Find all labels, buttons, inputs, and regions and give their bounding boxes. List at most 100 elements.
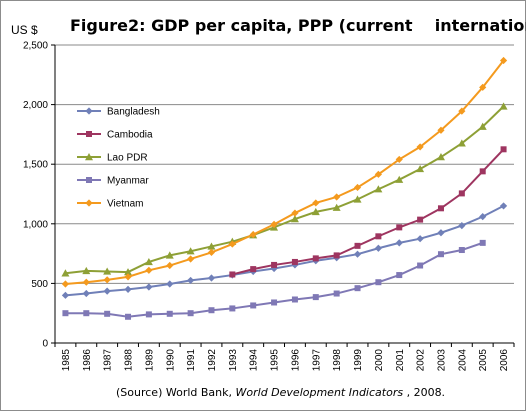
y-axis-unit-label: US $ <box>11 23 38 37</box>
data-point-cambodia <box>333 252 340 259</box>
axes <box>51 44 515 347</box>
x-tick-labels: 1985 1986 1987 1988 1989 1990 1991 1992 1993 1994… <box>61 349 510 372</box>
y-tick-label: 1,500 <box>23 160 48 171</box>
series-line-lao-pdr <box>65 105 505 275</box>
data-point-cambodia <box>271 261 278 268</box>
data-point-myanmar <box>145 311 152 318</box>
legend-label-bangladesh: Bangladesh <box>107 107 160 118</box>
data-point-myanmar <box>354 285 361 292</box>
data-point-lao-pdr <box>103 267 112 275</box>
data-point-vietnam <box>312 199 320 207</box>
data-point-cambodia <box>250 266 257 273</box>
data-point-vietnam <box>479 83 487 91</box>
data-point-bangladesh <box>187 276 195 285</box>
data-point-cambodia <box>437 205 444 212</box>
source-note-italic: World Development Indicators <box>236 386 404 399</box>
data-point-vietnam <box>228 240 236 248</box>
series-cambodia <box>229 146 507 278</box>
data-point-cambodia <box>458 190 465 197</box>
x-tick-label: 1985 <box>61 349 72 372</box>
data-point-myanmar <box>187 310 194 317</box>
data-point-bangladesh <box>499 202 508 210</box>
data-point-myanmar <box>333 290 340 297</box>
x-tick-label: 1993 <box>228 349 239 372</box>
x-tick-label: 1998 <box>332 349 343 372</box>
series-vietnam <box>61 56 508 288</box>
data-point-bangladesh <box>61 291 70 299</box>
x-tick-label: 1986 <box>82 349 93 372</box>
series-line-bangladesh <box>65 205 505 297</box>
x-tick-label: 1990 <box>165 349 176 372</box>
x-tick-label: 2006 <box>499 349 510 372</box>
data-point-vietnam <box>103 276 111 284</box>
data-point-lao-pdr <box>144 257 153 266</box>
data-point-vietnam <box>291 209 299 217</box>
data-point-vietnam <box>353 183 362 192</box>
data-point-bangladesh <box>395 239 403 247</box>
data-point-vietnam <box>270 220 278 228</box>
data-point-myanmar <box>479 239 486 246</box>
legend-item-vietnam: Vietnam <box>77 199 144 210</box>
x-tick-label: 1991 <box>186 349 197 372</box>
data-point-myanmar <box>312 294 319 301</box>
data-point-myanmar <box>396 272 403 279</box>
data-point-myanmar <box>437 251 444 258</box>
data-point-vietnam <box>416 143 424 151</box>
gridlines <box>55 44 514 284</box>
data-point-bangladesh <box>458 221 466 230</box>
data-point-cambodia <box>375 233 382 240</box>
y-tick-label: 2,000 <box>23 100 48 111</box>
legend-item-cambodia: Cambodia <box>77 130 153 141</box>
data-point-lao-pdr <box>353 195 362 203</box>
data-point-myanmar <box>208 307 215 314</box>
data-point-cambodia <box>479 168 486 175</box>
x-tick-label: 2004 <box>457 349 468 372</box>
data-point-vietnam <box>187 255 195 263</box>
data-point-cambodia <box>229 271 236 278</box>
data-point-lao-pdr <box>457 139 466 147</box>
source-note: (Source) World Bank, World Development I… <box>116 386 445 399</box>
legend: Bangladesh Cambodia Lao PDR Myanmar Vietnam <box>77 107 160 210</box>
data-point-bangladesh <box>416 235 424 243</box>
data-point-myanmar <box>458 247 465 254</box>
data-point-myanmar <box>291 296 298 303</box>
data-point-bangladesh <box>166 280 174 288</box>
data-point-bangladesh <box>82 289 90 298</box>
data-point-lao-pdr <box>290 215 299 223</box>
data-point-vietnam <box>249 230 257 239</box>
x-tick-label: 2001 <box>395 349 406 372</box>
x-tick-label: 1995 <box>270 349 281 372</box>
data-point-vietnam <box>458 107 466 115</box>
data-point-lao-pdr <box>416 164 425 173</box>
data-point-lao-pdr <box>478 122 487 130</box>
data-point-lao-pdr <box>124 268 133 276</box>
legend-label-vietnam: Vietnam <box>107 199 144 210</box>
x-tick-label: 1992 <box>207 349 218 372</box>
legend-swatch-marker <box>85 153 93 161</box>
data-point-lao-pdr <box>436 153 445 161</box>
data-point-cambodia <box>396 224 403 231</box>
x-tick-label: 1997 <box>311 349 322 372</box>
data-point-myanmar <box>417 262 424 269</box>
data-point-bangladesh <box>103 287 111 295</box>
x-tick-label: 1994 <box>249 349 260 372</box>
data-point-myanmar <box>229 305 236 312</box>
data-point-lao-pdr <box>395 175 404 183</box>
source-note-after: , 2008. <box>403 386 445 399</box>
y-tick-label: 0 <box>42 339 48 350</box>
y-tick-label: 500 <box>31 279 48 290</box>
legend-item-myanmar: Myanmar <box>77 176 149 187</box>
data-point-myanmar <box>125 313 132 320</box>
legend-label-cambodia: Cambodia <box>107 130 153 141</box>
data-point-lao-pdr <box>186 247 195 255</box>
data-point-vietnam <box>437 126 445 134</box>
data-point-bangladesh <box>437 229 445 237</box>
data-point-cambodia <box>312 255 319 262</box>
legend-swatch-marker <box>85 107 93 115</box>
chart-title: Figure2: GDP per capita, PPP (current in… <box>70 16 526 35</box>
data-point-lao-pdr <box>499 102 508 110</box>
data-point-myanmar <box>250 302 257 309</box>
x-tick-label: 1988 <box>124 349 135 372</box>
